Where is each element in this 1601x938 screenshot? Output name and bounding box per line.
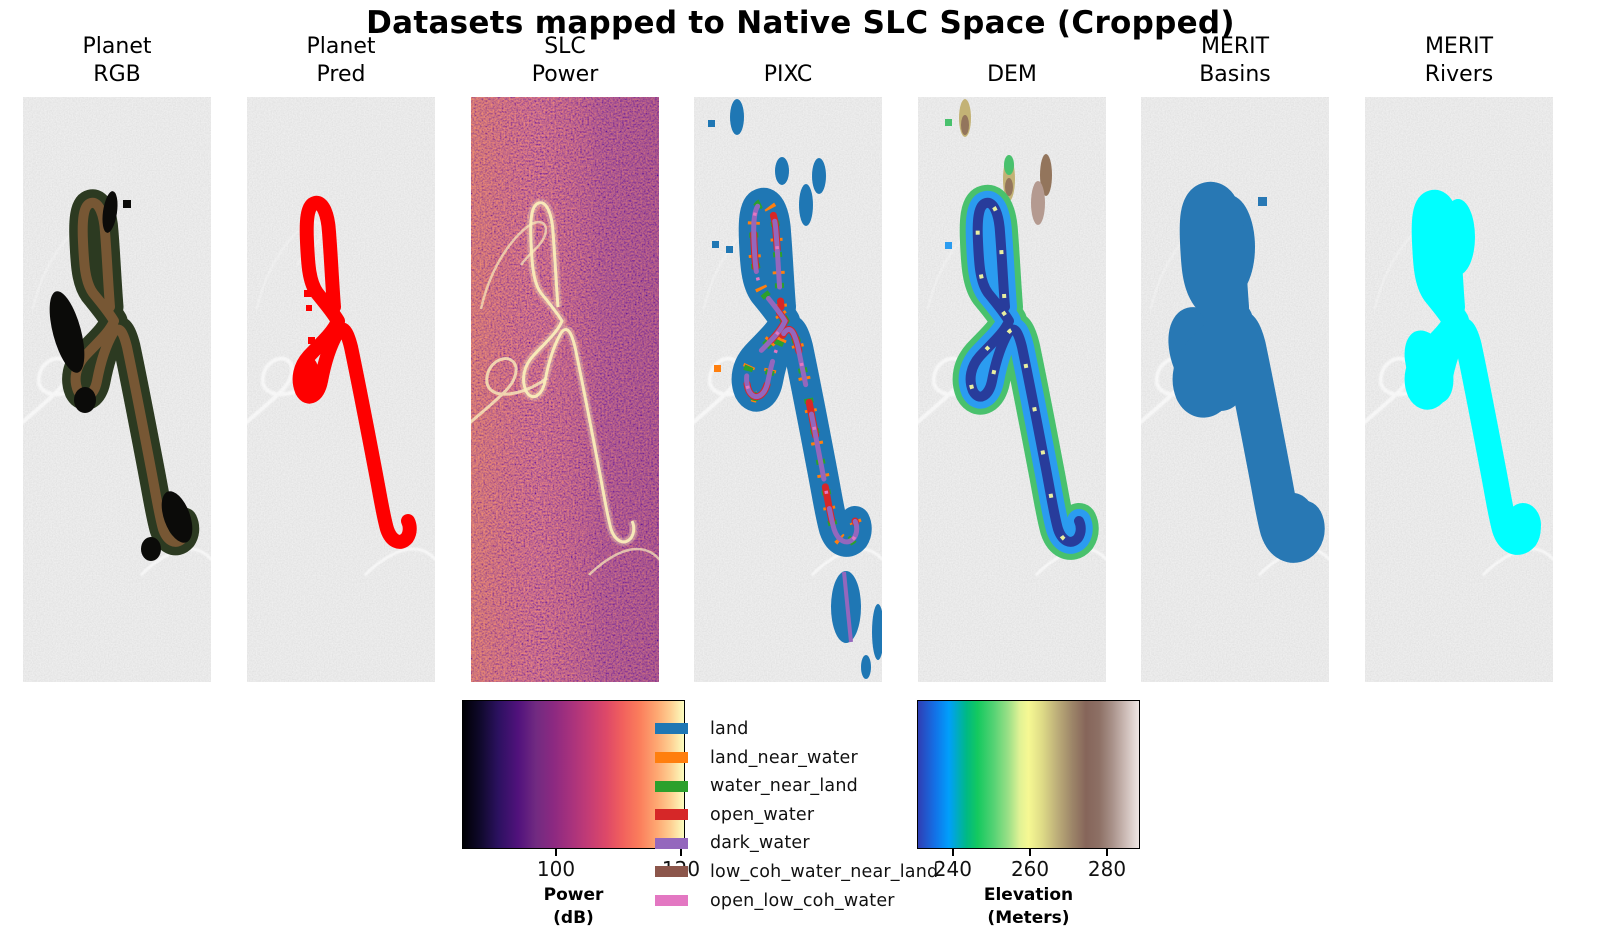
panel-title-pixc: PIXC <box>763 62 813 88</box>
panel-title-merit-rivers: MERIT Rivers <box>1424 33 1494 88</box>
panel-planet-pred <box>247 97 435 682</box>
classification-legend: land land_near_water water_near_land open_w… <box>655 715 938 915</box>
colorbar-tick <box>951 849 954 856</box>
legend-item-label: open_low_coh_water <box>710 890 895 911</box>
planet-pred-image <box>247 97 435 682</box>
pixc-image <box>694 97 882 682</box>
dem-pink-blobs <box>1031 181 1045 225</box>
planet-rgb-image <box>23 97 211 682</box>
elevation-colorbar-axis: 240 260 280 <box>917 849 1140 895</box>
panel-merit-basins <box>1141 97 1329 682</box>
legend-item: land_near_water <box>655 743 938 772</box>
legend-swatch <box>655 866 688 878</box>
colorbar-tick <box>679 849 682 856</box>
legend-item: water_near_land <box>655 772 938 801</box>
panel-merit-rivers <box>1365 97 1553 682</box>
elevation-colorbar <box>917 700 1140 849</box>
dem-green-dots <box>945 119 1014 175</box>
rgb-dark-patches <box>49 191 193 561</box>
power-colorbar-label: Power (dB) <box>543 885 604 928</box>
colorbar-tick <box>554 849 557 856</box>
panel-planet-rgb <box>23 97 211 682</box>
legend-item-label: open_water <box>710 804 815 825</box>
legend-swatch <box>655 895 688 907</box>
colorbar-tick <box>1029 849 1032 856</box>
legend-item: open_low_coh_water <box>655 886 938 915</box>
panel-dem <box>918 97 1106 682</box>
slc-power-image <box>471 97 659 682</box>
panel-title-planet-pred: Planet Pred <box>306 33 376 88</box>
legend-item: open_water <box>655 800 938 829</box>
legend-item-label: land <box>710 718 749 739</box>
panel-slc-power <box>471 97 659 682</box>
elevation-colorbar-label: Elevation (Meters) <box>983 885 1074 928</box>
dem-brown-blobs <box>961 115 1052 196</box>
figure-title: Datasets mapped to Native SLC Space (Cro… <box>366 5 1235 41</box>
legend-item: low_coh_water_near_land <box>655 858 938 887</box>
colorbar-tick-label: 260 <box>1010 857 1050 881</box>
legend-swatch <box>655 752 688 764</box>
pixc-orange-dot <box>714 365 721 372</box>
legend-swatch <box>655 723 688 735</box>
colorbar-tick-label: 280 <box>1087 857 1127 881</box>
legend-swatch <box>655 809 688 821</box>
legend-item-label: low_coh_water_near_land <box>710 861 939 882</box>
colorbar-tick <box>1105 849 1108 856</box>
legend-item: land <box>655 715 938 744</box>
legend-item: dark_water <box>655 829 938 858</box>
panel-pixc <box>694 97 882 682</box>
legend-item-label: water_near_land <box>710 776 858 797</box>
merit-rivers-image <box>1365 97 1553 682</box>
dem-image <box>918 97 1106 682</box>
power-colorbar <box>462 700 685 849</box>
legend-swatch <box>655 780 688 792</box>
panel-title-merit-basins: MERIT Basins <box>1199 33 1271 88</box>
pixc-dark-water-tail <box>842 571 853 643</box>
panel-title-slc-power: SLC Power <box>531 33 599 88</box>
legend-item-label: land_near_water <box>710 747 858 768</box>
panel-title-dem: DEM <box>987 62 1037 88</box>
legend-item-label: dark_water <box>710 833 810 854</box>
merit-basins-image <box>1141 97 1329 682</box>
panel-title-planet-rgb: Planet RGB <box>82 33 152 88</box>
colorbar-tick-label: 240 <box>933 857 972 881</box>
colorbar-tick-label: 100 <box>536 857 576 881</box>
legend-swatch <box>655 837 688 849</box>
